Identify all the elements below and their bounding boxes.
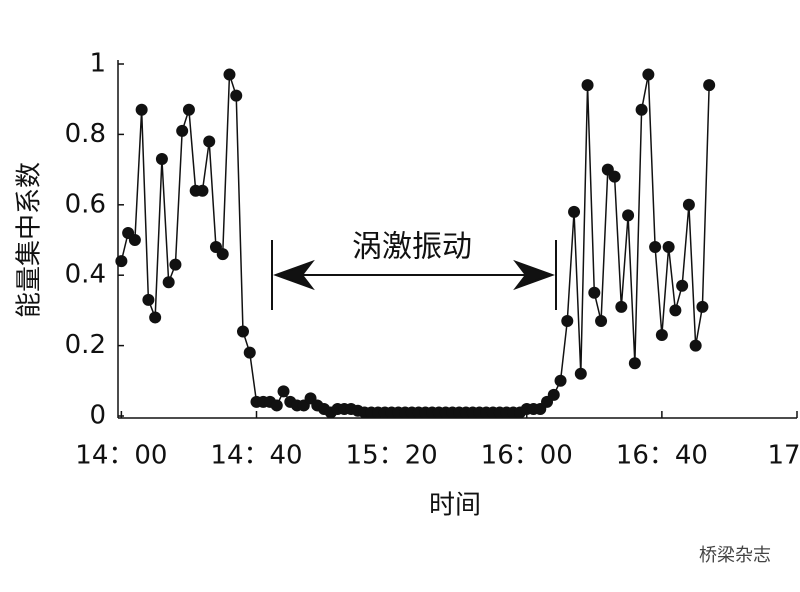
point xyxy=(176,124,189,137)
point xyxy=(216,248,229,261)
point xyxy=(243,346,256,359)
point xyxy=(568,205,581,218)
point xyxy=(655,329,668,342)
point xyxy=(628,357,641,370)
point xyxy=(649,241,662,254)
watermark: 桥梁杂志 xyxy=(699,545,771,566)
point xyxy=(230,89,243,102)
point xyxy=(277,385,290,398)
point xyxy=(615,300,628,313)
point xyxy=(689,339,702,352)
point xyxy=(196,184,209,197)
point xyxy=(149,311,162,324)
y-tick-label: 0.4 xyxy=(65,260,106,290)
x-tick-label: 16：40 xyxy=(616,441,708,471)
point xyxy=(588,286,601,299)
x-axis-label: 时间 xyxy=(429,491,481,521)
annotation: 涡激振动 xyxy=(352,230,472,265)
point xyxy=(608,170,621,183)
point xyxy=(669,304,682,317)
point xyxy=(162,276,175,289)
x-tick-label: 14：40 xyxy=(210,441,302,471)
point xyxy=(703,79,716,92)
point xyxy=(135,103,148,116)
point xyxy=(662,241,675,254)
point xyxy=(203,135,216,148)
y-axis-label: 能量集中系数 xyxy=(15,162,45,318)
point xyxy=(642,68,655,81)
point xyxy=(622,209,635,222)
x-tick-label: 16：00 xyxy=(481,441,573,471)
point xyxy=(595,314,608,327)
point xyxy=(635,103,648,116)
point xyxy=(223,68,236,81)
point xyxy=(182,103,195,116)
y-tick-label: 0.8 xyxy=(65,119,106,149)
point xyxy=(696,300,709,313)
point xyxy=(128,234,141,246)
y-tick-label: 1 xyxy=(89,49,106,79)
point xyxy=(270,399,283,412)
point xyxy=(547,388,560,401)
y-tick-label: 0.2 xyxy=(65,330,106,360)
annotation-arrow xyxy=(271,240,557,310)
point xyxy=(142,293,155,306)
x-tick-label: 14：00 xyxy=(75,441,167,471)
point xyxy=(236,325,249,338)
x-tick-label: 15：20 xyxy=(346,441,438,471)
point xyxy=(561,314,574,327)
point xyxy=(115,255,128,268)
point xyxy=(581,79,594,92)
point xyxy=(574,367,587,380)
y-tick-label: 0.6 xyxy=(65,189,106,219)
y-tick-label: 0 xyxy=(89,401,106,431)
point xyxy=(682,198,695,211)
point xyxy=(676,279,689,292)
point xyxy=(155,153,168,166)
point xyxy=(554,374,567,387)
x-tick-label: 17： xyxy=(767,441,800,471)
point xyxy=(169,258,182,271)
